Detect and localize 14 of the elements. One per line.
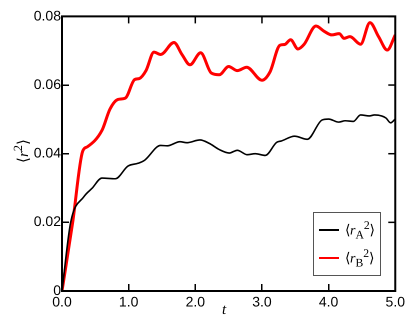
x-tick-label: 5.0	[386, 293, 406, 310]
x-axis-title: t	[222, 302, 226, 319]
x-tick-label: 2.0	[186, 293, 206, 310]
y-tick-label: 0.08	[34, 7, 62, 24]
y-tick-label: 0	[53, 282, 62, 298]
x-tick-label: 1.0	[118, 293, 139, 310]
line-series	[62, 21, 396, 291]
x-tick-label: 3.0	[252, 293, 272, 310]
y-tick-label: 0.02	[34, 213, 62, 230]
x-tick-label: 4.0	[318, 293, 339, 310]
legend-label: ⟨r$_{B}$$^{2}$⟩	[345, 246, 374, 270]
legend-label: ⟨r$_{A}$$^{2}$⟩	[345, 218, 375, 242]
y-tick-label: 0.04	[34, 144, 62, 161]
y-tick-label: 0.06	[34, 76, 62, 92]
